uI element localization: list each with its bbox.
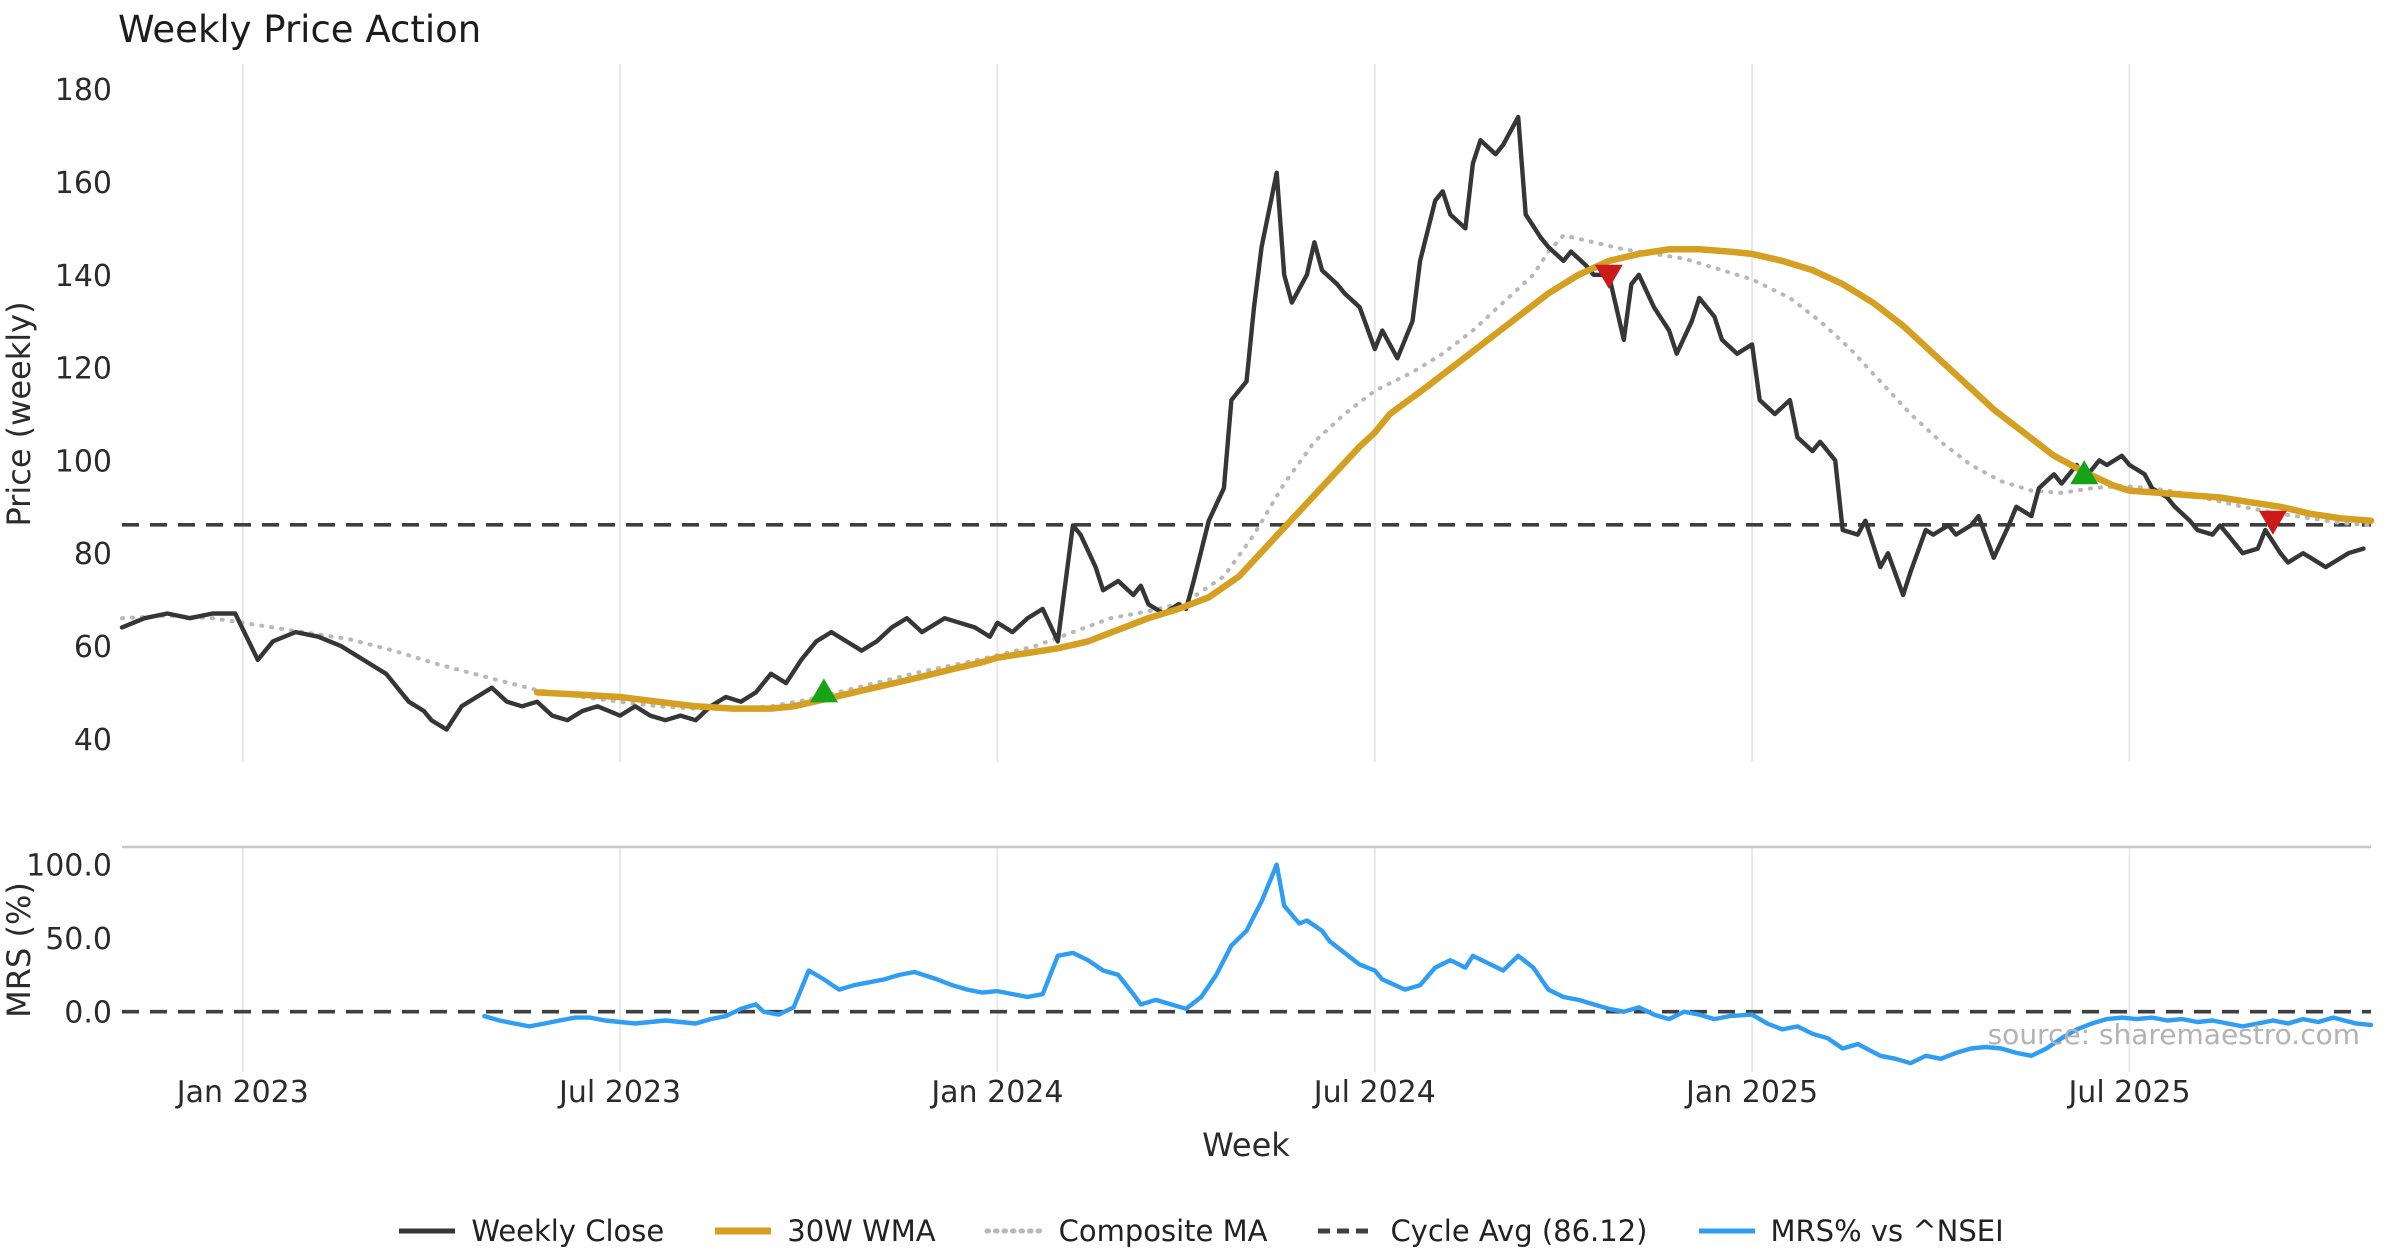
x-tick-label: Jul 2024 <box>1312 1075 1436 1110</box>
legend-line-swatch <box>399 1228 456 1234</box>
legend-line-swatch <box>1318 1228 1375 1234</box>
price-ytick-label: 100 <box>55 444 112 479</box>
x-tick-label: Jul 2023 <box>557 1075 681 1110</box>
mrs-ytick-label: 100.0 <box>26 849 112 884</box>
legend: Weekly Close 30W WMA Composite MA Cycle Avg… <box>0 1214 2400 1248</box>
buy-signal-marker <box>2070 460 2099 485</box>
legend-line-swatch <box>715 1227 772 1235</box>
sell-signal-marker <box>1594 264 1623 289</box>
weekly-close-line <box>119 114 2366 732</box>
legend-item: 30W WMA <box>712 1214 936 1248</box>
x-tick-label: Jul 2025 <box>2066 1075 2190 1110</box>
source-watermark: source: sharemaestro.com <box>1988 1018 2360 1051</box>
x-axis-label: Week <box>1202 1126 1290 1164</box>
mrs-ytick-label: 50.0 <box>45 922 112 957</box>
x-tick-label: Jan 2023 <box>175 1075 309 1110</box>
price-ytick-labels: 40 60 80 100 120 140 160 180 <box>55 73 112 758</box>
legend-label: MRS% vs ^NSEI <box>1770 1214 2004 1248</box>
price-ytick-label: 180 <box>55 73 112 108</box>
mrs-axis-label: MRS (%) <box>0 882 38 1018</box>
legend-label: Cycle Avg (86.12) <box>1390 1214 1648 1248</box>
legend-item: Composite MA <box>984 1214 1268 1248</box>
legend-item: Cycle Avg (86.12) <box>1315 1214 1648 1248</box>
mrs-ytick-label: 0.0 <box>64 996 112 1031</box>
price-ytick-label: 120 <box>55 352 112 387</box>
gridlines <box>241 64 2131 1072</box>
legend-line-swatch <box>984 1228 1046 1234</box>
mrs-line <box>482 862 2374 1066</box>
signal-markers <box>809 264 2287 703</box>
x-tick-labels: Jan 2023 Jul 2023 Jan 2024 Jul 2024 Jan 2025… <box>175 1075 2191 1110</box>
legend-label: Composite MA <box>1058 1214 1268 1248</box>
chart-title: Weekly Price Action <box>118 8 481 51</box>
x-tick-label: Jan 2025 <box>1684 1075 1818 1110</box>
price-ytick-label: 60 <box>74 630 112 665</box>
legend-label: 30W WMA <box>787 1214 936 1248</box>
legend-item: Weekly Close <box>396 1214 664 1248</box>
price-ytick-label: 160 <box>55 166 112 201</box>
price-ytick-label: 140 <box>55 259 112 294</box>
legend-line-swatch <box>1698 1228 1755 1234</box>
composite-ma-line <box>120 233 2373 711</box>
price-ytick-label: 80 <box>74 537 112 572</box>
x-tick-label: Jan 2024 <box>929 1075 1063 1110</box>
wma-line <box>533 246 2375 712</box>
mrs-ytick-labels: 100.0 50.0 0.0 <box>26 849 112 1031</box>
legend-item: MRS% vs ^NSEI <box>1696 1214 2004 1248</box>
buy-signal-marker <box>809 678 838 703</box>
sell-signal-marker <box>2258 510 2287 535</box>
legend-label: Weekly Close <box>471 1214 665 1248</box>
price-axis-label: Price (weekly) <box>0 301 38 526</box>
price-ytick-label: 40 <box>74 723 112 758</box>
